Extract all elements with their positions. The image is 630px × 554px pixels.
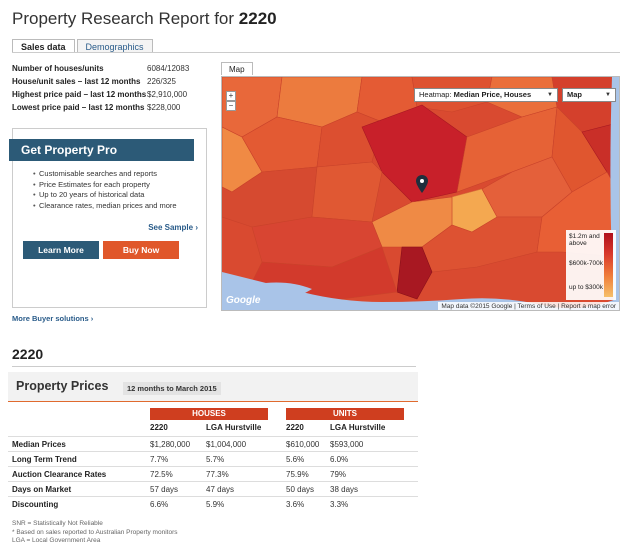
stat-value: $228,000 — [147, 103, 181, 112]
footnote: LGA = Local Government Area — [12, 537, 101, 544]
heatmap-regions — [222, 77, 619, 310]
row-label: Days on Market — [12, 485, 72, 494]
table-row: Discounting 6.6% 5.9% 3.6% 3.3% — [8, 496, 418, 511]
table-cell: $1,004,000 — [206, 440, 247, 449]
heatmap-legend: $1.2m and above $600k-700k up to $300k — [566, 230, 616, 300]
stat-row: Number of houses/units 6084/12083 — [12, 62, 189, 75]
tab-demographics[interactable]: Demographics — [76, 39, 153, 53]
row-label: Discounting — [12, 500, 59, 509]
zoom-out-button[interactable]: − — [226, 101, 236, 111]
see-sample-link[interactable]: See Sample › — [148, 223, 198, 232]
legend-label-top: $1.2m and above — [569, 233, 600, 247]
table-cell: 5.6% — [286, 455, 305, 464]
chevron-down-icon: ▼ — [605, 92, 611, 98]
period-badge: 12 months to March 2015 — [123, 382, 221, 395]
table-cell: 50 days — [286, 485, 315, 494]
table-cell: 5.9% — [206, 500, 225, 509]
page-title-prefix: Property Research Report for — [12, 9, 235, 28]
table-cell: 79% — [330, 470, 347, 479]
row-label: Long Term Trend — [12, 455, 77, 464]
heatmap-select[interactable]: Heatmap: Median Price, Houses ▼ — [414, 88, 558, 102]
heatmap-select-label: Heatmap: — [419, 90, 452, 99]
stat-value: 226/325 — [147, 77, 176, 86]
row-label: Auction Clearance Rates — [12, 470, 107, 479]
table-row: Median Prices $1,280,000 $1,004,000 $610… — [8, 436, 418, 451]
table-cell: $593,000 — [330, 440, 364, 449]
heatmap-map[interactable]: + − Heatmap: Median Price, Houses ▼ Map … — [221, 76, 620, 311]
promo-title: Get Property Pro — [9, 139, 194, 161]
page-title: Property Research Report for 2220 — [12, 9, 277, 29]
tab-sales-data[interactable]: Sales data — [12, 39, 75, 53]
heatmap-select-value: Median Price, Houses — [453, 90, 532, 99]
suburb-heading: 2220 — [12, 346, 44, 362]
stat-value: 6084/12083 — [147, 64, 190, 73]
map-type-value: Map — [567, 90, 582, 99]
stat-label: Number of houses/units — [12, 64, 104, 73]
property-pro-promo: Get Property Pro Customisable searches a… — [9, 128, 207, 308]
table-cell: 5.7% — [206, 455, 225, 464]
table-cell: 75.9% — [286, 470, 309, 479]
table-cell: $1,280,000 — [150, 440, 191, 449]
table-cell: 3.3% — [330, 500, 349, 509]
table-row: Long Term Trend 7.7% 5.7% 5.6% 6.0% — [8, 451, 418, 466]
chevron-down-icon: ▼ — [547, 92, 553, 98]
more-buyer-solutions-link[interactable]: More Buyer solutions › — [12, 314, 94, 323]
legend-label-bottom: up to $300k — [569, 284, 603, 291]
buy-now-button[interactable]: Buy Now — [103, 241, 179, 259]
map-attribution[interactable]: Map data ©2015 Google | Terms of Use | R… — [438, 302, 619, 310]
column-header: LGA Hurstville — [330, 423, 386, 432]
footnote: SNR = Statistically Not Reliable — [12, 520, 103, 527]
report-tabs: Sales data Demographics — [12, 39, 155, 53]
table-cell: 6.0% — [330, 455, 349, 464]
table-cell: 72.5% — [150, 470, 173, 479]
tab-divider — [12, 52, 620, 53]
column-header: LGA Hurstville — [206, 423, 262, 432]
sales-stats: Number of houses/units 6084/12083 House/… — [12, 62, 189, 114]
table-cell: 47 days — [206, 485, 235, 494]
table-cell: 7.7% — [150, 455, 169, 464]
promo-feature-list: Customisable searches and reports Price … — [33, 169, 177, 211]
property-prices-title: Property Prices — [16, 379, 109, 393]
table-row: Auction Clearance Rates 72.5% 77.3% 75.9… — [8, 466, 418, 481]
table-cell: 6.6% — [150, 500, 169, 509]
map-marker-icon[interactable] — [416, 175, 428, 193]
units-banner: UNITS — [286, 408, 404, 420]
tab-map[interactable]: Map — [221, 62, 253, 75]
houses-banner: HOUSES — [150, 408, 268, 420]
table-cell: $610,000 — [286, 440, 320, 449]
promo-feature: Clearance rates, median prices and more — [33, 201, 177, 212]
legend-color-scale — [604, 233, 613, 297]
stat-row: Lowest price paid – last 12 months $228,… — [12, 101, 189, 114]
stat-label: House/unit sales – last 12 months — [12, 77, 141, 86]
google-logo: Google — [226, 295, 261, 306]
property-prices-header: Property Prices 12 months to March 2015 — [8, 372, 418, 402]
page-title-suburb: 2220 — [238, 9, 277, 28]
stat-row: House/unit sales – last 12 months 226/32… — [12, 75, 189, 88]
property-prices-panel: Property Prices 12 months to March 2015 … — [8, 372, 418, 554]
table-cell: 57 days — [150, 485, 179, 494]
stat-label: Highest price paid – last 12 months — [12, 90, 147, 99]
row-label: Median Prices — [12, 440, 66, 449]
section-divider — [12, 366, 416, 367]
stat-row: Highest price paid – last 12 months $2,9… — [12, 88, 189, 101]
learn-more-button[interactable]: Learn More — [23, 241, 99, 259]
table-cell: 3.6% — [286, 500, 305, 509]
table-cell: 77.3% — [206, 470, 229, 479]
column-header: 2220 — [286, 423, 304, 432]
promo-feature: Customisable searches and reports — [33, 169, 177, 180]
stat-value: $2,910,000 — [147, 90, 188, 99]
stat-label: Lowest price paid – last 12 months — [12, 103, 145, 112]
promo-feature: Price Estimates for each property — [33, 180, 177, 191]
footnote: * Based on sales reported to Australian … — [12, 528, 178, 536]
legend-label-mid: $600k-700k — [569, 260, 603, 267]
zoom-in-button[interactable]: + — [226, 91, 236, 101]
map-type-select[interactable]: Map ▼ — [562, 88, 616, 102]
table-cell: 38 days — [330, 485, 359, 494]
footnotes: SNR = Statistically Not Reliable * Based… — [12, 520, 177, 546]
table-row: Days on Market 57 days 47 days 50 days 3… — [8, 481, 418, 496]
column-header: 2220 — [150, 423, 168, 432]
promo-feature: Up to 20 years of historical data — [33, 190, 177, 201]
